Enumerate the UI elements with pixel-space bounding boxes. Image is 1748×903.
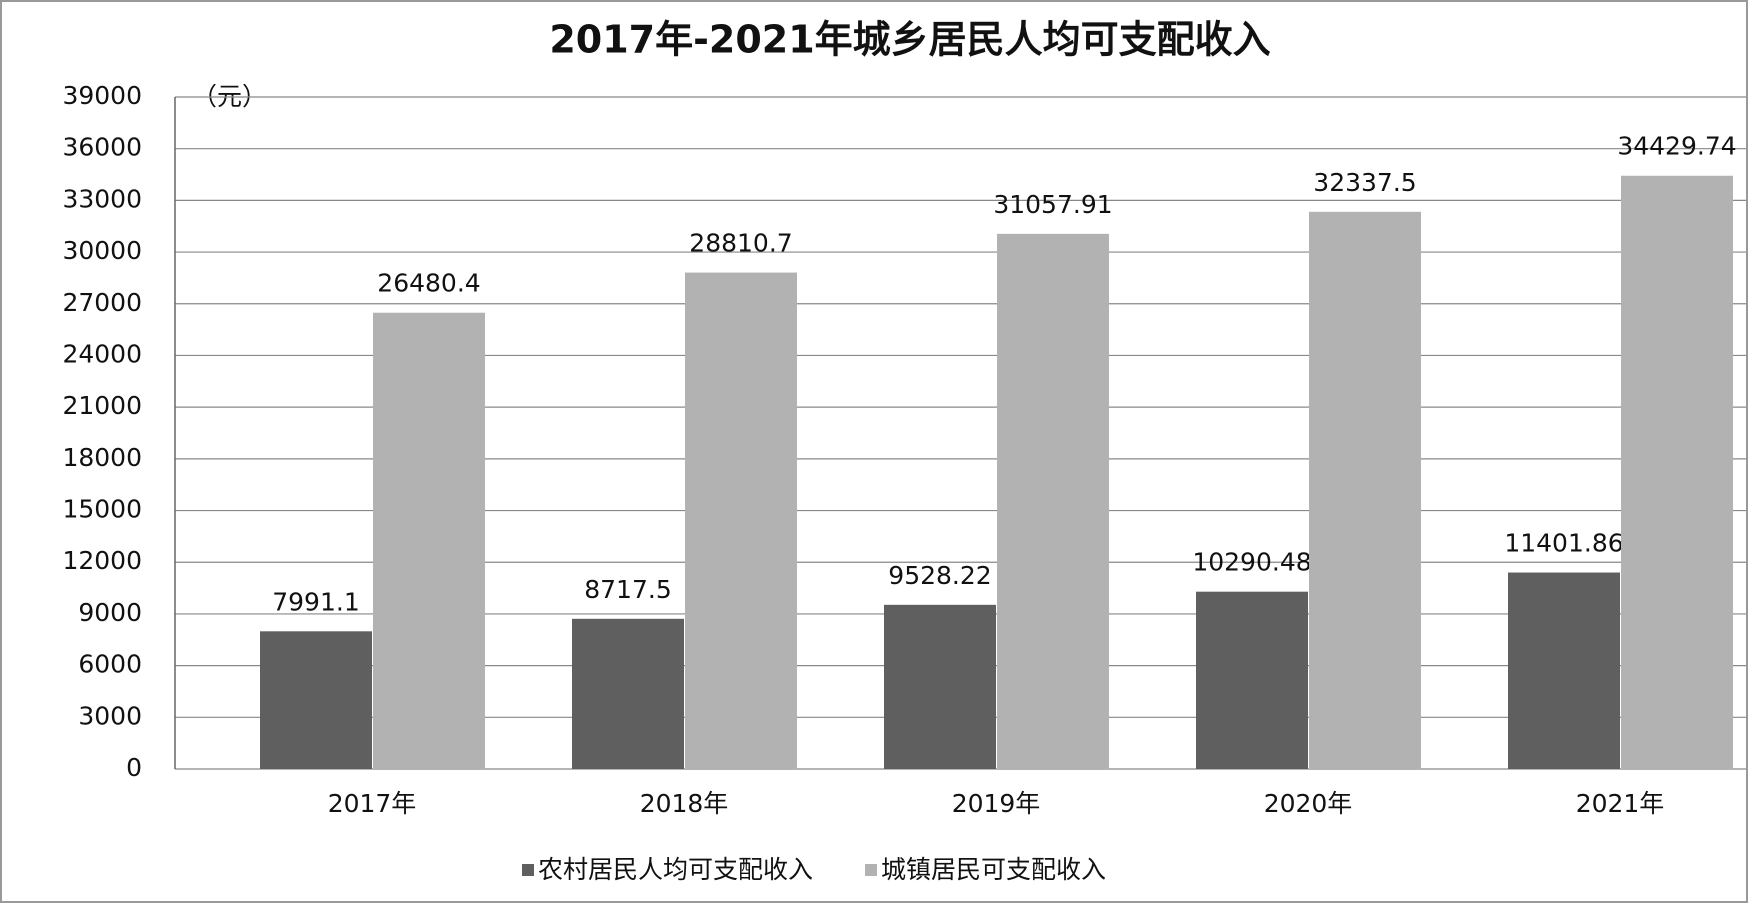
- value-label: 26480.4: [377, 269, 480, 298]
- y-tick-label: 30000: [62, 236, 142, 265]
- bar: [260, 631, 372, 769]
- y-tick-label: 36000: [62, 133, 142, 162]
- y-tick-label: 27000: [62, 288, 142, 317]
- x-tick-label: 2021年: [1576, 789, 1665, 818]
- x-tick-label: 2019年: [952, 789, 1041, 818]
- bar: [572, 618, 684, 769]
- value-label: 34429.74: [1617, 132, 1736, 161]
- value-label: 28810.7: [689, 229, 792, 258]
- y-tick-label: 6000: [78, 650, 142, 679]
- value-label: 10290.48: [1192, 548, 1311, 577]
- y-tick-label: 18000: [62, 443, 142, 472]
- bar: [1309, 211, 1421, 770]
- bar: [997, 233, 1109, 769]
- bar: [1196, 591, 1308, 769]
- bar: [1621, 175, 1733, 770]
- legend-label: 城镇居民可支配收入: [881, 855, 1106, 884]
- value-label: 9528.22: [888, 561, 991, 590]
- bar: [1508, 572, 1620, 769]
- bar: [373, 312, 485, 769]
- value-label: 11401.86: [1504, 529, 1623, 558]
- value-label: 7991.1: [272, 587, 359, 616]
- value-label: 8717.5: [584, 575, 671, 604]
- y-tick-label: 21000: [62, 391, 142, 420]
- bar: [685, 272, 797, 769]
- legend-swatch: [865, 864, 878, 876]
- y-tick-label: 33000: [62, 184, 142, 213]
- y-tick-label: 12000: [62, 546, 142, 575]
- y-tick-label: 24000: [62, 339, 142, 368]
- y-tick-label: 39000: [62, 81, 142, 110]
- legend-swatch: [522, 864, 534, 876]
- y-tick-label: 15000: [62, 495, 142, 524]
- x-tick-label: 2017年: [328, 789, 417, 818]
- value-label: 32337.5: [1313, 168, 1416, 197]
- x-tick-label: 2020年: [1264, 789, 1353, 818]
- x-tick-label: 2018年: [640, 789, 729, 818]
- y-tick-label: 3000: [78, 701, 142, 730]
- chart-title: 2017年-2021年城乡居民人均可支配收入: [549, 18, 1270, 62]
- legend-label: 农村居民人均可支配收入: [538, 855, 813, 884]
- bar: [884, 604, 996, 769]
- y-tick-label: 9000: [78, 598, 142, 627]
- y-tick-label: 0: [126, 753, 142, 782]
- value-label: 31057.91: [993, 190, 1112, 219]
